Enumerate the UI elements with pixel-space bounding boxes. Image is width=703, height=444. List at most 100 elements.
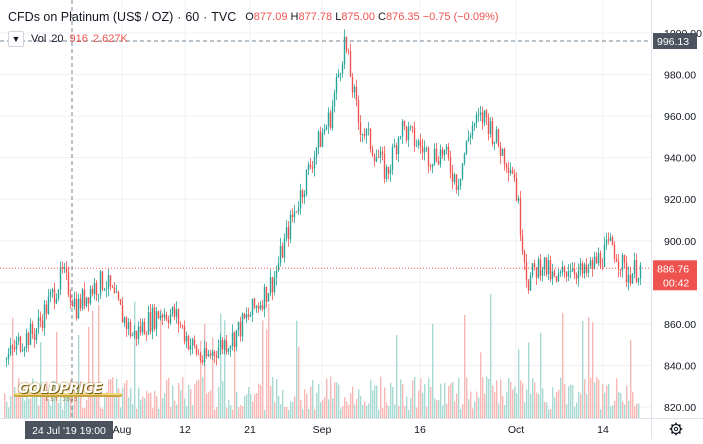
candle-body	[497, 129, 500, 146]
candle-body	[221, 340, 224, 350]
candle-body	[119, 299, 122, 305]
volume-bar	[254, 394, 256, 418]
volume-bar	[146, 390, 148, 418]
volume-bar	[22, 395, 24, 418]
volume-bar	[90, 396, 92, 418]
candle-body	[275, 270, 278, 278]
volume-bar	[42, 388, 44, 418]
volume-bar	[444, 382, 446, 418]
volume-bar	[456, 393, 458, 418]
candle-body	[365, 129, 368, 136]
candle-body	[471, 125, 474, 136]
candle-body	[537, 259, 540, 278]
volume-label[interactable]: Vol	[31, 33, 47, 45]
volume-bar	[320, 402, 322, 418]
candle-body	[259, 305, 262, 309]
candle-body	[87, 297, 90, 304]
volume-bar	[458, 377, 460, 418]
volume-bar	[430, 386, 432, 418]
volume-bar	[284, 406, 286, 418]
candle-body	[399, 136, 402, 139]
candle-body	[161, 315, 164, 318]
volume-bar	[344, 397, 346, 418]
candle-body	[465, 140, 468, 155]
candle-body	[157, 311, 160, 319]
candle-body	[213, 351, 216, 356]
symbol-title[interactable]: CFDs on Platinum (US$ / OZ)	[8, 10, 174, 24]
volume-bar	[288, 409, 290, 418]
candle-body	[147, 312, 150, 335]
volume-bar	[96, 385, 98, 418]
candle-body	[455, 174, 458, 191]
volume-bar	[328, 399, 330, 418]
candle-body	[473, 123, 476, 126]
interval-label[interactable]: 60	[185, 10, 200, 24]
candle-body	[447, 146, 450, 158]
volume-bar	[576, 402, 578, 418]
volume-bar	[28, 398, 30, 418]
open-value: 877.09	[253, 11, 288, 23]
volume-bar	[400, 379, 402, 418]
candle-body	[347, 50, 350, 52]
volume-bar	[174, 400, 176, 418]
candle-body	[575, 274, 578, 279]
candle-body	[441, 149, 444, 156]
candle-body	[385, 166, 388, 180]
gear-icon[interactable]	[669, 422, 683, 436]
volume-bar	[422, 392, 424, 418]
candle-body	[433, 148, 436, 164]
volume-bar	[634, 406, 636, 418]
volume-bar	[60, 384, 62, 418]
change-value: −0.75 (−0.09%)	[422, 11, 499, 23]
candle-body	[7, 354, 10, 359]
candle-body	[85, 297, 88, 306]
volume-bar	[522, 383, 524, 418]
volume-ma-value: 2.627K	[92, 33, 128, 45]
candle-body	[307, 164, 310, 170]
volume-bar	[330, 376, 332, 418]
volume-bar	[108, 379, 110, 418]
volume-bar	[124, 383, 126, 418]
volume-bar	[188, 384, 190, 418]
candle-body	[427, 147, 430, 167]
candle-body	[233, 332, 236, 347]
volume-bar	[332, 398, 334, 418]
candle-body	[375, 157, 378, 162]
volume-bar	[432, 323, 434, 418]
candle-body	[319, 131, 322, 147]
candle-body	[223, 340, 226, 350]
volume-bar	[372, 390, 374, 418]
volume-bar	[442, 405, 444, 418]
candle-body	[191, 339, 194, 346]
candle-body	[369, 128, 372, 150]
time-tick-label: Oct	[508, 424, 524, 436]
volume-bar	[544, 402, 546, 418]
candle-body	[89, 288, 92, 304]
volume-bar	[594, 382, 596, 418]
volume-bar	[520, 380, 522, 418]
candle-body	[99, 271, 102, 295]
chevron-down-icon[interactable]: ▼	[8, 31, 24, 47]
candle-body	[201, 360, 204, 363]
volume-bar	[516, 393, 518, 418]
crosshair-time-label: 24 Jul '19 19:00	[32, 425, 106, 437]
candle-body	[11, 345, 14, 348]
volume-bar	[492, 385, 494, 418]
candle-body	[431, 163, 434, 167]
volume-bar	[132, 404, 134, 418]
candle-body	[453, 174, 456, 182]
volume-bar	[186, 405, 188, 418]
volume-bar	[438, 399, 440, 418]
candle-body	[449, 157, 452, 173]
volume-bar	[6, 401, 8, 418]
volume-bar	[200, 340, 202, 418]
candle-body	[257, 306, 260, 309]
volume-bar	[574, 406, 576, 418]
volume-bar	[164, 393, 166, 418]
volume-bar	[480, 352, 482, 418]
volume-bar	[448, 386, 450, 418]
time-tick-label: Sep	[313, 424, 332, 436]
volume-bar	[370, 380, 372, 418]
